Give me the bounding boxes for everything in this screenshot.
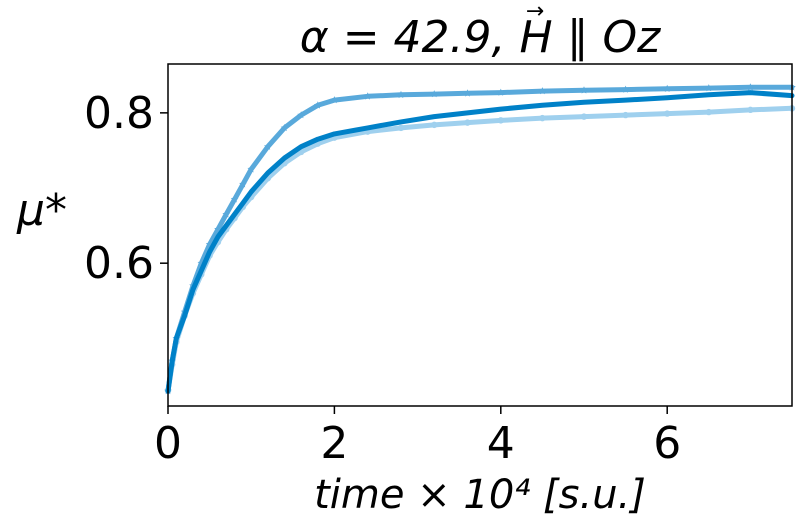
x-tick-label: 6 xyxy=(653,418,681,469)
y-tick-label: 0.8 xyxy=(84,88,154,139)
y-axis: 0.6 0.8 xyxy=(84,88,168,289)
title-vector-arrow: → xyxy=(526,0,544,24)
series-2-point xyxy=(538,87,547,95)
series-2-point xyxy=(580,86,588,94)
series-2-point xyxy=(746,83,755,91)
series-3-point xyxy=(705,108,712,116)
chart-title: α = 42.9, H ∥ Oz xyxy=(300,12,661,63)
x-axis: 0 2 4 6 xyxy=(154,406,681,469)
x-axis-label: time × 10⁴ [s.u.] xyxy=(314,472,646,518)
series-3-point xyxy=(664,110,671,117)
series-3-point xyxy=(747,106,754,114)
series-3-point xyxy=(539,114,546,122)
x-tick-label: 0 xyxy=(154,418,182,469)
series-line-3 xyxy=(165,105,795,394)
x-tick-label: 4 xyxy=(487,418,515,469)
series-2-point xyxy=(247,165,255,173)
y-axis-label: μ* xyxy=(16,185,67,236)
series-line-1 xyxy=(165,90,795,394)
x-tick-label: 2 xyxy=(320,418,348,469)
series-2-point xyxy=(297,111,305,119)
series-2-point xyxy=(430,90,438,98)
series-3-point xyxy=(431,121,438,129)
series-3-point xyxy=(497,117,504,124)
series-2-point xyxy=(314,101,322,109)
series-3-point xyxy=(464,119,471,126)
series-2-point xyxy=(280,123,289,132)
series-3-point xyxy=(397,124,405,132)
y-tick-label: 0.6 xyxy=(84,238,154,289)
series-2-point xyxy=(363,92,372,100)
series-3-point xyxy=(580,113,588,120)
series-2-point xyxy=(621,85,630,93)
plot-area xyxy=(164,83,796,395)
series-2-point xyxy=(230,195,239,203)
series-2-point xyxy=(705,84,713,92)
series-2-point xyxy=(330,96,339,104)
series-2-point xyxy=(222,210,230,218)
series-2-point xyxy=(197,259,206,267)
series-2-point xyxy=(264,142,272,150)
series-2-point xyxy=(397,90,405,99)
series-line-2 xyxy=(165,84,795,394)
series-2-point xyxy=(463,89,472,97)
series-2-point xyxy=(239,180,247,188)
series-3-point xyxy=(622,111,629,119)
axes-frame xyxy=(167,63,793,407)
series-2-point xyxy=(497,88,505,96)
series-2-point xyxy=(663,84,671,92)
